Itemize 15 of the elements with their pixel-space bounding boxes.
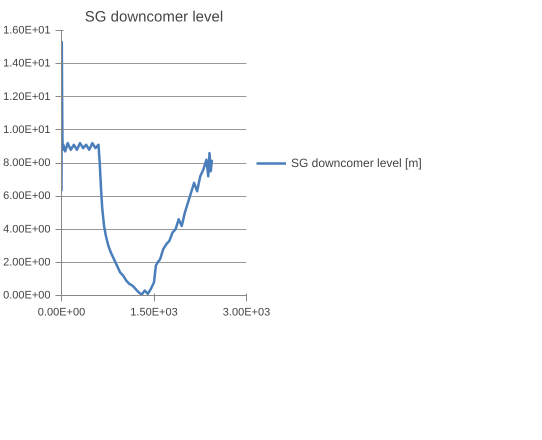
line-series bbox=[62, 40, 214, 296]
y-tick-label: 1.60E+01 bbox=[3, 24, 50, 36]
y-tick-label: 1.00E+01 bbox=[3, 124, 50, 136]
x-tick-label: 1.50E+03 bbox=[130, 306, 178, 318]
y-tick-label: 8.00E+00 bbox=[3, 157, 50, 169]
y-tick-label: 0.00E+00 bbox=[3, 290, 50, 302]
y-tick-label: 2.00E+00 bbox=[3, 256, 50, 268]
y-tick-label: 6.00E+00 bbox=[3, 190, 50, 202]
x-tick-label: 3.00E+03 bbox=[222, 306, 270, 318]
chart-title: SG downcomer level bbox=[84, 8, 224, 26]
y-tick-label: 1.40E+01 bbox=[3, 58, 50, 70]
x-tick-label: 0.00E+00 bbox=[38, 306, 86, 318]
legend-label: SG downcomer level [m] bbox=[291, 156, 422, 170]
y-tick-label: 1.20E+01 bbox=[3, 90, 50, 103]
y-tick-label: 4.00E+00 bbox=[3, 223, 50, 236]
